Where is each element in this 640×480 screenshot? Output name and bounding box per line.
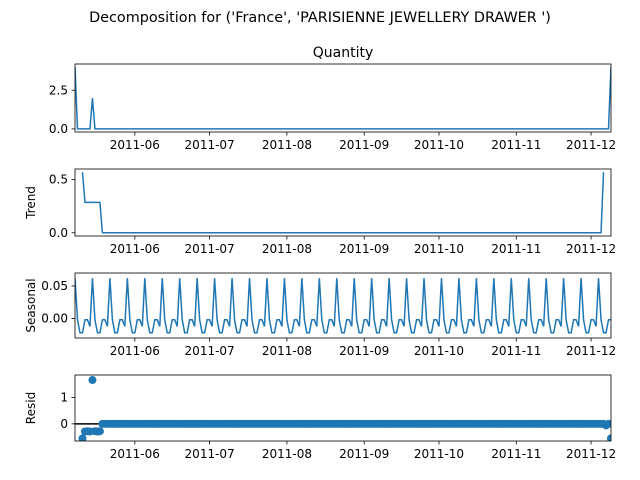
axes-frame <box>74 272 612 339</box>
panel-3: 0.00 0.05 2011-06 2011-07 2011-08 2011-09 2011… <box>24 272 616 358</box>
y-tick-label: 0.0 <box>49 122 68 136</box>
axes-frame <box>74 63 612 133</box>
panel-4: 0 1 2011-06 2011-07 2011-08 2011-09 2011-10 201… <box>24 374 616 461</box>
y-tick-label: 0.00 <box>41 312 68 326</box>
y-tick-label: 2.5 <box>49 83 68 97</box>
series-line <box>81 172 605 234</box>
x-tick-label: 2011-12 <box>566 138 616 152</box>
y-tick-label: 1 <box>60 390 68 404</box>
series-line <box>75 67 611 130</box>
x-tick-label: 2011-08 <box>262 447 312 461</box>
x-tick-label: 2011-09 <box>339 447 389 461</box>
x-tick-label: 2011-10 <box>414 344 464 358</box>
resid-point <box>604 419 611 428</box>
axes-frame <box>74 374 612 442</box>
y-axis-label: Seasonal <box>24 278 38 332</box>
y-axis-label: Resid <box>24 392 38 424</box>
x-tick-label: 2011-08 <box>262 138 312 152</box>
panel-1: 0.0 2.5 2011-06 2011-07 2011-08 2011-09 2011-1… <box>49 45 616 152</box>
x-tick-label: 2011-07 <box>185 242 235 256</box>
y-tick-label: 0 <box>60 417 68 431</box>
x-tick-label: 2011-10 <box>414 138 464 152</box>
x-tick-label: 2011-08 <box>262 242 312 256</box>
x-tick-label: 2011-09 <box>339 242 389 256</box>
x-tick-label: 2011-06 <box>110 344 160 358</box>
x-tick-label: 2011-06 <box>110 138 160 152</box>
decomposition-panels: 0.0 2.5 2011-06 2011-07 2011-08 2011-09 2011-1… <box>24 45 616 461</box>
x-tick-label: 2011-11 <box>491 344 541 358</box>
x-tick-label: 2011-07 <box>185 138 235 152</box>
y-tick-label: 0.05 <box>41 279 68 293</box>
plot-area <box>81 172 605 234</box>
y-tick-label: 0.0 <box>49 226 68 240</box>
figure-suptitle: Decomposition for ('France', 'PARISIENNE… <box>89 10 551 26</box>
resid-point <box>88 376 97 385</box>
plot-area <box>75 278 611 334</box>
x-tick-label: 2011-09 <box>339 344 389 358</box>
resid-point <box>95 427 104 436</box>
x-tick-label: 2011-07 <box>185 447 235 461</box>
x-tick-label: 2011-10 <box>414 242 464 256</box>
x-tick-label: 2011-06 <box>110 242 160 256</box>
resid-point <box>78 434 87 441</box>
x-tick-label: 2011-11 <box>491 138 541 152</box>
plot-area <box>75 67 611 130</box>
x-tick-label: 2011-12 <box>566 242 616 256</box>
x-tick-label: 2011-12 <box>566 344 616 358</box>
y-axis-label: Trend <box>24 186 38 220</box>
resid-point <box>607 434 611 441</box>
x-tick-label: 2011-06 <box>110 447 160 461</box>
y-tick-label: 0.5 <box>49 173 68 187</box>
panel-2: 0.0 0.5 2011-06 2011-07 2011-08 2011-09 2011-1… <box>24 168 616 256</box>
x-tick-label: 2011-12 <box>566 447 616 461</box>
x-tick-label: 2011-11 <box>491 447 541 461</box>
x-tick-label: 2011-10 <box>414 447 464 461</box>
x-tick-label: 2011-08 <box>262 344 312 358</box>
plot-area <box>75 376 611 441</box>
seasonal-line <box>75 278 611 334</box>
x-tick-label: 2011-07 <box>185 344 235 358</box>
x-tick-label: 2011-09 <box>339 138 389 152</box>
x-tick-label: 2011-11 <box>491 242 541 256</box>
panel-title: Quantity <box>313 45 374 61</box>
axes-frame <box>74 168 612 237</box>
